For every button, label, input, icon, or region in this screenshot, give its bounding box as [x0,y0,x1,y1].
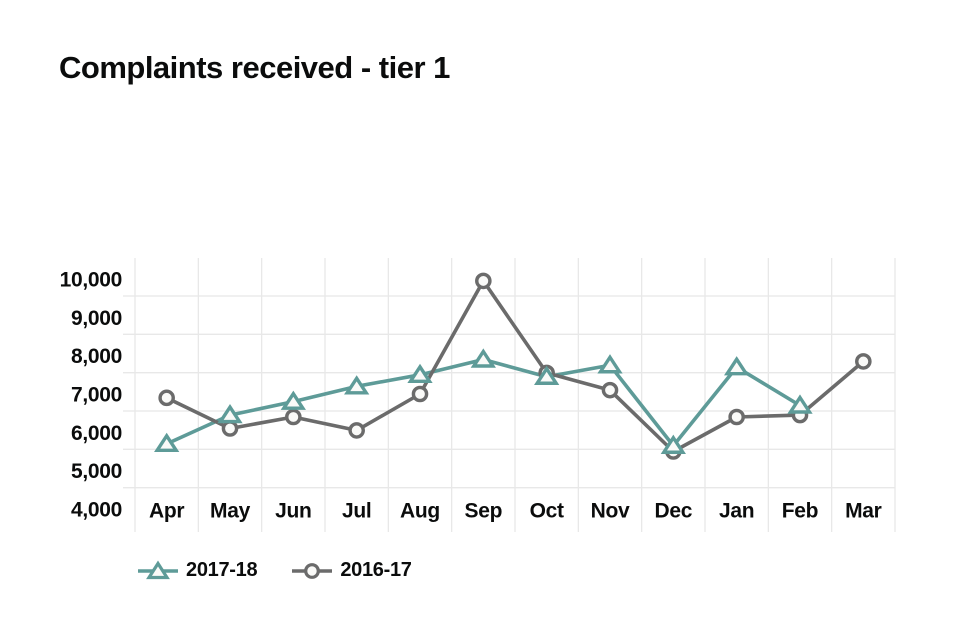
data-point-marker-2017-18 [597,354,623,374]
y-axis-tick-label: 4,000 [71,498,122,521]
data-point-marker-2017-18 [344,375,370,395]
y-axis-tick-label: 5,000 [71,460,122,483]
x-axis-month-label: Jun [275,500,311,523]
data-point-marker-2016-17 [855,353,872,370]
x-axis-month-label: Feb [782,500,818,523]
y-axis-tick-label: 10,000 [60,269,122,292]
x-axis-month-label: Dec [655,500,693,523]
data-point-marker-2017-18 [407,363,433,384]
data-point-marker-2016-17 [348,422,365,439]
data-point-marker-2017-18 [154,432,180,453]
x-axis-month-label: Sep [465,500,503,523]
chart-title: Complaints received - tier 1 [59,50,450,85]
x-axis-month-label: Mar [845,500,882,523]
data-point-marker-2017-18 [217,403,243,424]
series-line-2016-17 [165,279,865,454]
x-axis-month-label: Jan [719,500,754,523]
legend-label: 2017-18 [186,559,258,581]
chart-legend: 2017-18 2016-17 [137,559,412,582]
data-point-marker-2016-17 [411,385,429,403]
data-point-marker-2017-18 [470,348,496,368]
legend-triangle-series-icon [138,560,178,579]
data-point-marker-2016-17 [221,420,239,437]
legend-entry-2016-17: 2016-17 [291,559,412,582]
y-axis-tick-label: 9,000 [71,307,122,330]
x-axis-month-label: May [210,500,251,523]
data-point-marker-2016-17 [728,408,745,426]
data-point-marker-2017-18 [660,434,686,454]
y-axis-tick-label: 7,000 [71,383,122,406]
legend-entry-2017-18: 2017-18 [137,559,258,582]
y-axis-tick-label: 6,000 [71,422,122,445]
data-point-marker-2016-17 [285,408,302,426]
data-point-marker-2016-17 [601,381,619,399]
data-point-marker-2017-18 [724,356,750,376]
data-point-marker-2017-18 [534,365,560,385]
data-point-marker-2017-18 [787,394,813,414]
y-axis-tick-label: 8,000 [71,345,122,368]
data-point-marker-2016-17 [475,272,492,290]
legend-label: 2016-17 [340,559,412,581]
x-axis-month-label: Jul [342,500,371,523]
x-axis-month-label: Aug [400,500,440,523]
data-point-marker-2017-18 [280,390,306,410]
data-point-marker-2016-17 [158,389,175,407]
x-axis-month-label: Apr [149,500,184,523]
x-axis-month-label: Oct [530,500,564,523]
legend-circle-series-icon [292,562,333,579]
x-axis-month-label: Nov [591,500,630,523]
